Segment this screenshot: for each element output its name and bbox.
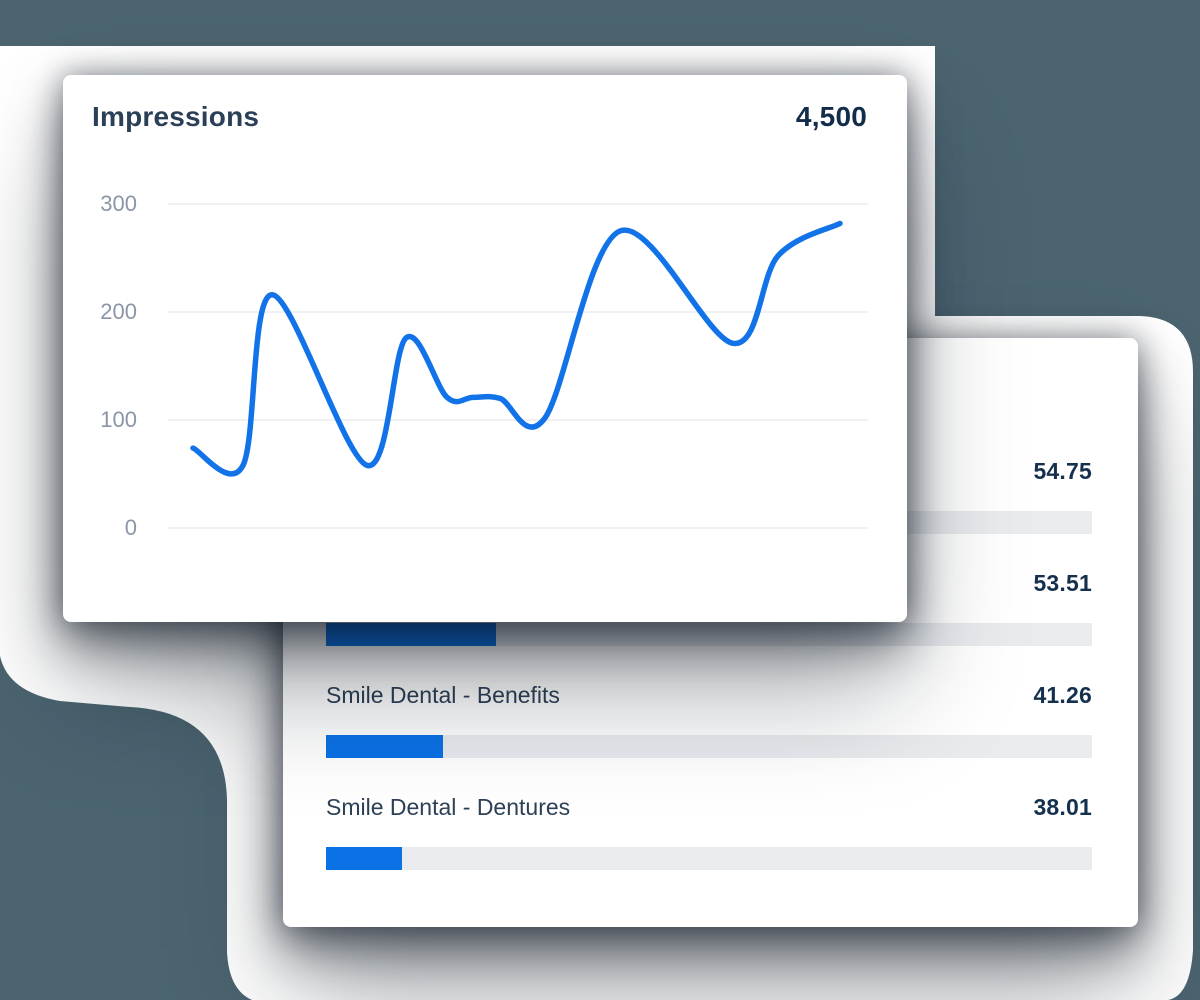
y-axis-tick-label: 200 xyxy=(100,299,137,324)
keyword-value: 53.51 xyxy=(1033,570,1092,596)
keyword-value: 41.26 xyxy=(1033,682,1092,708)
keyword-label: Smile Dental - Benefits xyxy=(326,682,560,708)
keyword-row-line: 53.51 xyxy=(326,570,1092,596)
impressions-line-chart xyxy=(168,203,868,529)
impressions-card-header: Impressions 4,500 xyxy=(63,75,907,133)
y-axis-tick-label: 100 xyxy=(100,407,137,432)
progress-track xyxy=(326,623,1092,646)
keyword-row-line: Smile Dental - Benefits 41.26 xyxy=(326,682,1092,708)
y-axis-tick-label: 300 xyxy=(100,191,137,216)
progress-fill xyxy=(326,735,444,758)
keyword-row-line: Smile Dental - Dentures 38.01 xyxy=(326,794,1092,820)
keyword-value: 38.01 xyxy=(1033,794,1092,820)
progress-fill xyxy=(326,623,497,646)
y-axis-tick-label: 0 xyxy=(124,515,137,540)
progress-track xyxy=(326,847,1092,870)
keyword-label: Smile Dental - Dentures xyxy=(326,794,571,820)
impressions-line xyxy=(190,220,843,477)
impressions-card: Impressions 4,500 300 200 100 0 xyxy=(63,75,907,622)
progress-track xyxy=(326,735,1092,758)
keyword-value: 54.75 xyxy=(1033,458,1092,484)
keyword-row: Smile Dental - Dentures 38.01 xyxy=(326,794,1092,870)
impressions-title: Impressions xyxy=(92,101,260,132)
teal-bottom-left-blob xyxy=(0,656,252,1000)
teal-right-block xyxy=(935,0,1200,1000)
keyword-row: 53.51 xyxy=(326,570,1092,646)
teal-top-band xyxy=(0,0,940,46)
keyword-row-line: 54.75 xyxy=(326,458,1092,484)
progress-fill xyxy=(326,847,402,870)
keyword-row: Smile Dental - Benefits 41.26 xyxy=(326,682,1092,758)
impressions-total-value: 4,500 xyxy=(795,101,867,132)
